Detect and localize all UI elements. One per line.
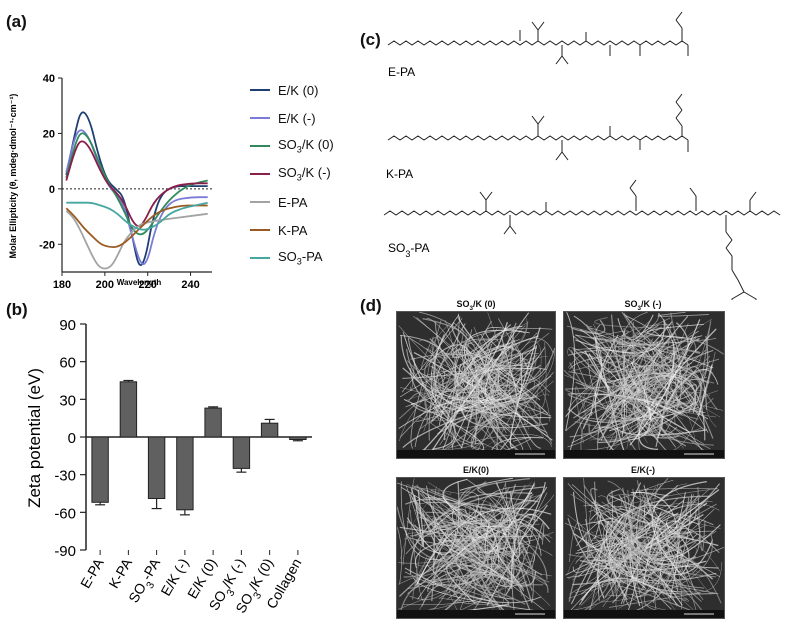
legend-item: SO3/K (-)	[250, 164, 331, 184]
legend-label: SO3/K (0)	[278, 137, 334, 155]
panel-label-b: (b)	[6, 300, 28, 319]
legend-label: E-PA	[278, 194, 308, 210]
zeta-bar	[289, 436, 307, 440]
legend-label: K-PA	[278, 222, 308, 238]
legend-item: E-PA	[250, 192, 307, 212]
cd-series-line	[65, 140, 208, 227]
legend-item: K-PA	[250, 220, 307, 240]
zeta-bar	[119, 381, 138, 438]
zeta-chart-bars	[91, 379, 307, 516]
legend-item: SO3-PA	[250, 248, 323, 268]
cd-y-tick-label: -20	[39, 239, 55, 251]
cd-chart-x-label: Wavelength	[117, 278, 162, 287]
zeta-bar	[91, 436, 109, 503]
cd-y-tick-label: 40	[43, 73, 55, 85]
zeta-y-tick-label: 60	[59, 355, 76, 372]
legend-label: E/K (0)	[278, 82, 319, 98]
so3-pa-label: SO3-PA	[388, 241, 429, 259]
legend-swatch	[250, 145, 270, 147]
sem-title-bottom-left: E/K(0)	[462, 465, 489, 475]
panel-label-c: (c)	[360, 30, 381, 49]
zeta-bar	[204, 407, 222, 438]
zeta-bar	[147, 436, 166, 499]
zeta-y-tick-label: -90	[54, 543, 76, 560]
sem-title-top-right: SO3/K (-)	[624, 299, 662, 312]
cd-chart-y-label: Molar Ellipticity (θ, mdeg·dmol⁻¹·cm⁻¹)	[8, 94, 18, 259]
so3-pa-structure	[383, 179, 781, 293]
cd-y-tick-label: 0	[49, 184, 55, 196]
cd-series-line	[65, 204, 208, 249]
sem-image-top-right	[563, 311, 725, 459]
legend-label: SO3-PA	[278, 249, 323, 267]
zeta-y-tick-label: 90	[59, 317, 76, 334]
sem-image-top-left	[396, 311, 556, 459]
cd-x-tick-label: 180	[53, 279, 71, 291]
k-pa-label: K-PA	[386, 167, 413, 181]
zeta-chart-y-label: Zeta potential (eV)	[25, 368, 44, 508]
legend-swatch	[250, 173, 270, 175]
cd-x-tick-label: 240	[181, 279, 199, 291]
zeta-x-tick-label: E-PA	[77, 555, 107, 591]
zeta-y-tick-label: 30	[59, 392, 76, 409]
legend-swatch	[250, 89, 270, 91]
panel-label-a: (a)	[6, 12, 27, 31]
cd-x-tick-label: 200	[96, 279, 114, 291]
cd-series-line	[65, 210, 208, 270]
k-pa-structure	[387, 93, 689, 161]
zeta-y-tick-label: -60	[54, 505, 76, 522]
cd-x-tick-label: 220	[139, 279, 157, 291]
benzenesulfonate-ring	[731, 291, 757, 300]
zeta-y-tick-label: -30	[54, 468, 76, 485]
legend-label: SO3/K (-)	[278, 165, 331, 183]
sem-image-bottom-right	[563, 477, 725, 619]
cd-series-line	[66, 201, 208, 231]
zeta-bar	[232, 436, 251, 469]
cd-series-line	[65, 132, 208, 236]
zeta-x-tick-label: K-PA	[105, 555, 135, 591]
sem-image-bottom-left	[396, 477, 556, 619]
e-pa-structure	[387, 11, 689, 65]
zeta-bar	[260, 422, 279, 438]
cd-chart-series	[65, 111, 208, 270]
legend-swatch	[250, 117, 270, 119]
legend-item: SO3/K (0)	[250, 136, 334, 156]
chemical-structures: E-PA K-PA SO3-PA	[383, 11, 781, 300]
cd-chart-legend: E/K (0) E/K (-) SO3/K (0) SO3/K (-) E-PA…	[250, 80, 360, 280]
panel-label-d: (d)	[360, 296, 382, 315]
zeta-bar	[176, 436, 194, 511]
legend-item: E/K (-)	[250, 108, 316, 128]
sem-title-bottom-right: E/K(-)	[631, 465, 655, 475]
zeta-y-tick-label: 0	[68, 430, 76, 447]
legend-item: E/K (0)	[250, 80, 318, 100]
legend-label: E/K (-)	[278, 110, 316, 126]
legend-swatch	[250, 201, 270, 203]
cd-y-tick-label: 20	[43, 128, 55, 140]
sem-title-top-left: SO3/K (0)	[456, 299, 496, 312]
legend-swatch	[250, 257, 270, 259]
legend-swatch	[250, 229, 270, 231]
e-pa-label: E-PA	[388, 65, 415, 79]
